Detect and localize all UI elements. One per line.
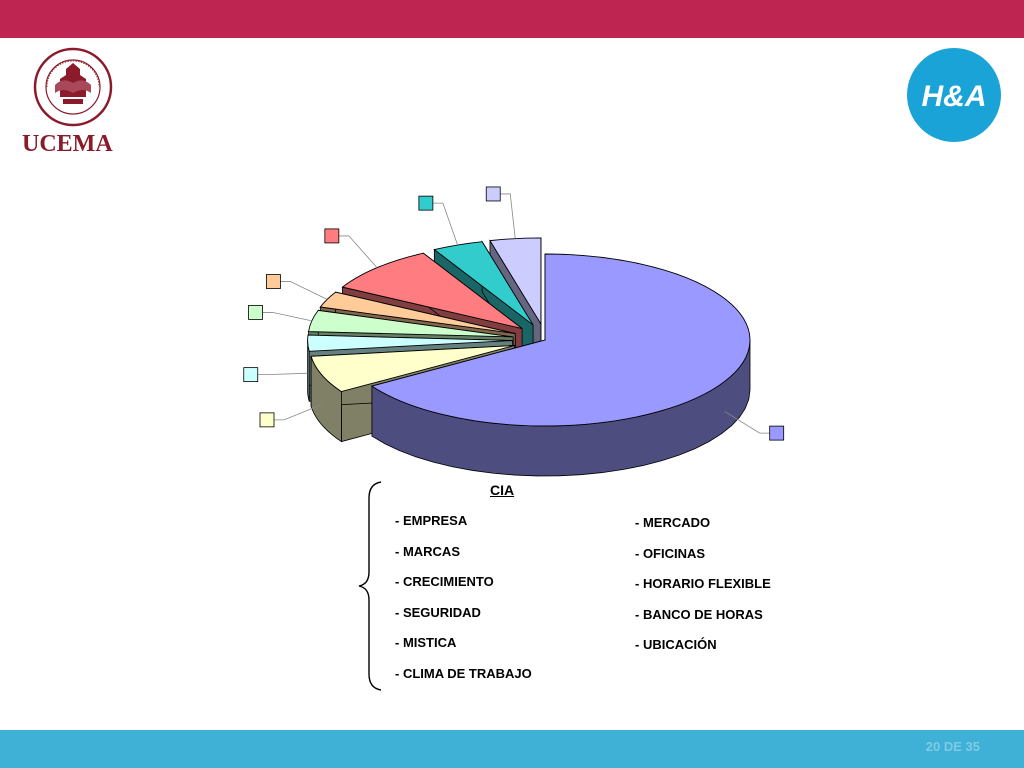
leader-line — [432, 202, 458, 246]
slice-label-swatch — [769, 425, 785, 441]
list-item: - SEGURIDAD — [395, 604, 481, 620]
page-number: 20 DE 35 — [925, 739, 980, 754]
leader-line — [280, 281, 328, 300]
slice-label-swatch — [243, 367, 259, 383]
ha-logo-text: H&A — [922, 80, 987, 113]
leader-line — [724, 411, 770, 434]
slice-label-swatch — [324, 228, 340, 244]
list-item: - OFICINAS — [635, 545, 706, 561]
slice-label-swatch — [485, 186, 501, 202]
university-seal-icon — [33, 47, 113, 127]
leader-line — [257, 372, 308, 376]
slice-label-swatch — [259, 412, 275, 428]
list-item: - MERCADO — [635, 515, 711, 530]
pie-slice — [370, 253, 751, 477]
brace-icon — [358, 481, 382, 691]
list-title: CIA — [490, 482, 515, 498]
leader-line — [262, 312, 312, 322]
slice-label-swatch — [418, 195, 434, 211]
list-item: - EMPRESA — [395, 513, 468, 528]
list-item: - UBICACIÓN — [635, 637, 717, 653]
university-logo-text: UCEMA — [22, 131, 113, 157]
header-bar — [0, 0, 1024, 38]
list-left: - EMPRESA - MARCAS - CRECIMIENTO - SEGUR… — [395, 512, 532, 696]
ha-logo-icon: H&A — [907, 48, 1001, 142]
footer-bar: 20 DE 35 — [0, 730, 1024, 768]
list-item: - CRECIMIENTO — [395, 574, 494, 590]
leader-line — [500, 193, 516, 239]
list-item: - HORARIO FLEXIBLE — [635, 576, 771, 592]
list-item: - CLIMA DE TRABAJO — [395, 665, 532, 681]
list-item: - BANCO DE HORAS — [635, 606, 763, 622]
slice-label-swatch — [266, 274, 281, 289]
slice-label-swatch — [248, 305, 263, 320]
leader-line — [338, 235, 378, 268]
list-right: - MERCADO - OFICINAS - HORARIO FLEXIBLE … — [635, 514, 771, 667]
list-item: - MISTICA — [395, 635, 457, 651]
list-item: - MARCAS — [395, 543, 460, 559]
leader-line — [273, 404, 322, 421]
